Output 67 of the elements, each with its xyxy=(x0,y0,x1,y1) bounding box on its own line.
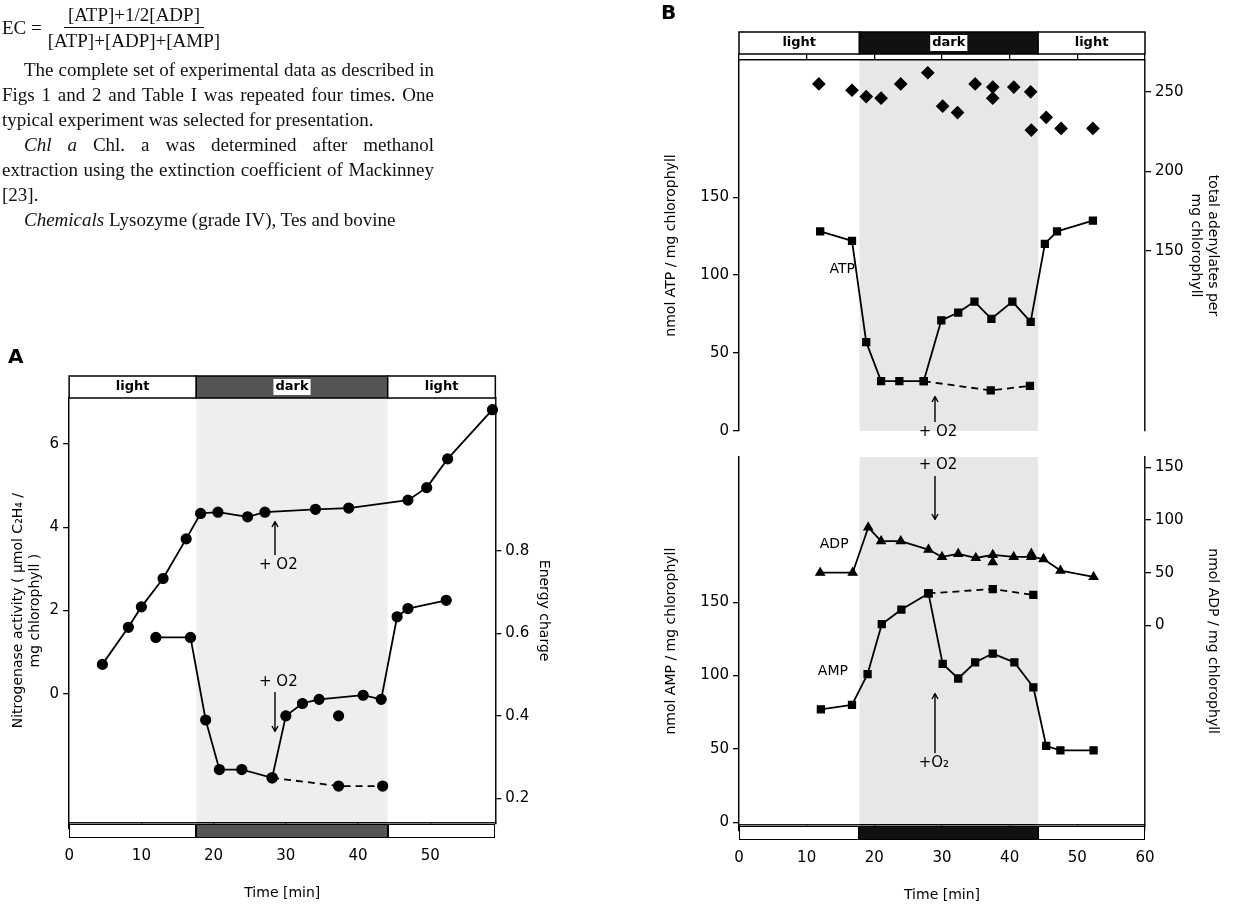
x-tick-label: 10 xyxy=(131,846,151,865)
y-tick-label: 6 xyxy=(49,433,60,452)
y-tick-label: 150 xyxy=(700,592,729,611)
x-tick-label: 30 xyxy=(276,846,296,865)
band-label: dark xyxy=(932,34,966,50)
y-axis-title: nmol ATP / mg chlorophyll xyxy=(662,154,679,337)
y-tick-label: 50 xyxy=(709,342,729,361)
y-tick-label: 100 xyxy=(700,665,729,684)
series-label: ATP xyxy=(829,260,855,277)
y2-tick-label: 150 xyxy=(1155,457,1184,476)
band-label: light xyxy=(782,34,817,50)
y2-tick-label: 0.8 xyxy=(505,540,530,559)
y2-tick-label: 0.2 xyxy=(505,788,530,807)
band-label: light xyxy=(115,378,150,394)
y2-tick-label: 0.4 xyxy=(505,705,530,724)
x-tick-label: 50 xyxy=(420,846,440,865)
y-tick-label: 100 xyxy=(700,265,729,284)
chart-title: B xyxy=(661,0,677,25)
x-tick-label: 20 xyxy=(204,846,224,865)
series-label: AMP xyxy=(817,661,848,678)
y-tick-label: 4 xyxy=(49,517,60,536)
x-tick-label: 30 xyxy=(932,848,952,867)
x-tick-label: 10 xyxy=(797,848,817,867)
y2-tick-label: 0.6 xyxy=(505,623,530,642)
x-tick-label: 40 xyxy=(348,846,368,865)
y2-tick-label: 0 xyxy=(1155,615,1165,634)
text: Chemicals xyxy=(24,209,105,230)
annotation: +O₂ xyxy=(918,752,950,771)
annotation: + O2 xyxy=(918,455,958,474)
y-tick-label: 0 xyxy=(49,683,60,702)
y2-tick-label: 50 xyxy=(1155,562,1175,581)
x-tick-label: 0 xyxy=(734,848,744,867)
annotation: + O2 xyxy=(259,554,298,573)
x-tick-label: 20 xyxy=(864,848,884,867)
text: The complete set of experimental data as described in Figs 1 and 2 and Table I was repeated four times. One typical experiment was selected for presentation. xyxy=(2,58,434,132)
y2-tick-label: 250 xyxy=(1155,81,1184,100)
y2-tick-label: 100 xyxy=(1155,510,1184,529)
y-tick-label: 50 xyxy=(709,738,729,757)
band-label: dark xyxy=(275,378,309,394)
y-tick-label: 0 xyxy=(719,812,729,831)
annotation: + O2 xyxy=(918,421,958,440)
text: Chl a xyxy=(24,134,77,155)
x-tick-label: 60 xyxy=(1135,848,1155,867)
y2-axis-title: nmol ADP / mg chlorophyll xyxy=(1205,548,1222,734)
x-axis-title: Time [min] xyxy=(902,886,981,903)
y-tick-label: 150 xyxy=(700,187,729,206)
y-tick-label: 2 xyxy=(49,600,60,619)
x-tick-label: 0 xyxy=(64,846,74,865)
y2-tick-label: 150 xyxy=(1155,240,1184,259)
y2-axis-title: Energy charge xyxy=(536,559,553,662)
x-tick-label: 40 xyxy=(1000,848,1020,867)
text: [ATP]+[ADP]+[AMP] xyxy=(47,29,221,53)
y-axis-title: Nitrogenase activity ( µmol C₂H₄ / mg chlorophyll ) xyxy=(9,492,42,729)
x-tick-label: 50 xyxy=(1067,848,1087,867)
x-axis-title: Time [min] xyxy=(243,884,321,901)
band-label: light xyxy=(1074,34,1109,50)
y2-tick-label: 200 xyxy=(1155,161,1184,180)
y-axis-title: nmol AMP / mg chlorophyll xyxy=(662,547,679,735)
annotation: + O2 xyxy=(259,672,298,691)
band-label: light xyxy=(424,378,459,394)
text: Lysozyme (grade IV), Tes and bovine xyxy=(108,209,396,230)
text: [ATP]+1/2[ADP] xyxy=(63,2,204,28)
series-label: ADP xyxy=(819,535,849,552)
chart-title: A xyxy=(8,344,24,369)
y2-axis-title: total adenylates per mg chlorophyll xyxy=(1189,174,1222,317)
y-tick-label: 0 xyxy=(719,420,729,439)
text: EC = xyxy=(2,16,42,40)
